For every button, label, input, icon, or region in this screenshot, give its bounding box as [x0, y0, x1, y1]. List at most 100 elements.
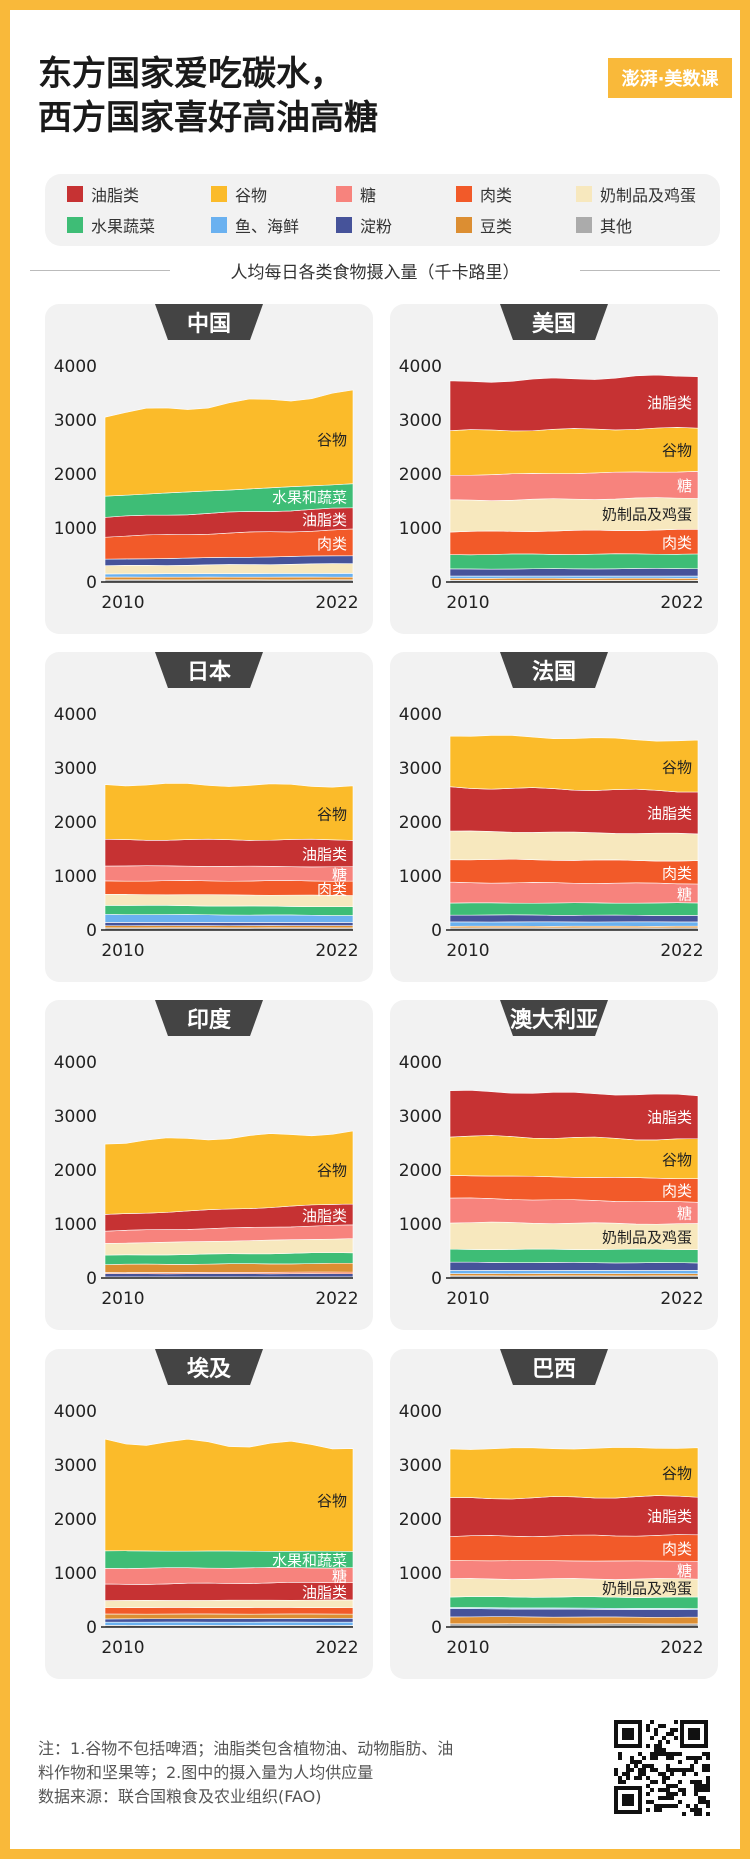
area-鱼、海鲜: [449, 575, 699, 579]
qr-module: [694, 1756, 698, 1760]
qr-module: [638, 1760, 642, 1764]
area-糖: [104, 1567, 354, 1585]
y-tick-label: 4000: [54, 1053, 97, 1073]
legend-item: 淀粉: [336, 213, 456, 237]
qr-module: [630, 1756, 634, 1760]
qr-module: [702, 1764, 706, 1768]
panel-title: 中国: [155, 304, 263, 340]
qr-module: [626, 1764, 630, 1768]
y-tick-label: 1000: [54, 867, 97, 887]
y-tick-label: 3000: [399, 759, 442, 779]
qr-module: [650, 1756, 654, 1760]
qr-module: [650, 1788, 654, 1792]
qr-module: [666, 1788, 670, 1792]
qr-module: [654, 1768, 658, 1772]
qr-module: [694, 1812, 698, 1816]
y-tick-label: 3000: [54, 759, 97, 779]
area-水果蔬菜: [449, 553, 699, 570]
legend-swatch: [211, 217, 227, 233]
area-豆类: [104, 576, 354, 581]
series-label: 谷物: [317, 806, 347, 824]
qr-module: [626, 1772, 630, 1776]
chart-panel: 0 1000 2000 3000 4000 2010 2022 谷物 油脂类糖肉类 日本: [45, 652, 373, 982]
qr-module: [646, 1792, 650, 1796]
area-糖: [449, 1197, 699, 1225]
area-淀粉: [449, 914, 699, 923]
qr-module: [706, 1752, 710, 1756]
qr-module: [614, 1772, 618, 1776]
area-肉类: [449, 529, 699, 556]
series-label: 糖: [677, 885, 692, 903]
area-肉类: [104, 1607, 354, 1615]
qr-module: [706, 1788, 710, 1792]
qr-module: [666, 1804, 670, 1808]
qr-module: [698, 1784, 702, 1788]
qr-module: [646, 1800, 650, 1804]
qr-module: [670, 1804, 674, 1808]
qr-module: [678, 1752, 682, 1756]
area-谷物: [104, 1130, 354, 1215]
qr-module: [670, 1768, 674, 1772]
series-label: 谷物: [662, 758, 692, 776]
area-谷物: [104, 782, 354, 841]
qr-module: [670, 1796, 674, 1800]
x-tick-label: 2010: [446, 941, 489, 961]
qr-module: [638, 1752, 642, 1756]
x-tick-label: 2022: [315, 593, 358, 613]
series-label: 油脂类: [302, 845, 347, 863]
series-label: 糖: [332, 866, 347, 884]
area-糖: [449, 881, 699, 904]
qr-finder-core: [622, 1728, 634, 1740]
qr-module: [706, 1784, 710, 1788]
series-label: 糖: [677, 1562, 692, 1580]
y-tick-label: 0: [431, 921, 442, 941]
area-淀粉: [104, 1273, 354, 1278]
panel-title: 印度: [155, 1000, 263, 1036]
legend-item: 水果蔬菜: [67, 213, 211, 237]
chart-panel: 0 1000 2000 3000 4000 2010 2022 谷物 油脂类 印度: [45, 1000, 373, 1330]
qr-module: [662, 1748, 666, 1752]
series-label: 奶制品及鸡蛋: [602, 506, 692, 524]
y-tick-label: 3000: [399, 411, 442, 431]
qr-module: [674, 1728, 678, 1732]
x-tick-label: 2010: [101, 593, 144, 613]
qr-module: [658, 1796, 662, 1800]
legend-item: 肉类: [456, 182, 576, 206]
qr-module: [662, 1752, 666, 1756]
qr-module: [706, 1804, 710, 1808]
qr-module: [666, 1796, 670, 1800]
area-肉类: [449, 858, 699, 885]
chart-panel: 0 1000 2000 3000 4000 2010 2022 谷物 水果和蔬菜 油脂类 肉类 中国: [45, 304, 373, 634]
qr-module: [658, 1744, 662, 1748]
qr-module: [662, 1724, 666, 1728]
area-水果蔬菜: [449, 902, 699, 916]
series-label: 油脂类: [302, 1207, 347, 1225]
legend-swatch: [67, 217, 83, 233]
qr-module: [658, 1808, 662, 1812]
qr-module: [658, 1804, 662, 1808]
legend: 油脂类 谷物 糖 肉类 奶制品及鸡蛋 水果蔬菜 鱼、海鲜 淀粉 豆类 其他: [45, 174, 720, 246]
qr-module: [646, 1784, 650, 1788]
qr-code: [610, 1716, 712, 1818]
qr-module: [694, 1760, 698, 1764]
legend-item: 奶制品及鸡蛋: [576, 182, 736, 206]
qr-module: [622, 1772, 626, 1776]
x-tick-label: 2010: [446, 1289, 489, 1309]
qr-module: [646, 1764, 650, 1768]
qr-module: [670, 1792, 674, 1796]
note-line-1: 注：1.谷物不包括啤酒；油脂类包含植物油、动物脂肪、油: [38, 1739, 454, 1758]
qr-module: [654, 1780, 658, 1784]
legend-grid: 油脂类 谷物 糖 肉类 奶制品及鸡蛋 水果蔬菜 鱼、海鲜 淀粉 豆类 其他: [67, 182, 720, 237]
x-tick-label: 2010: [446, 1638, 489, 1658]
qr-module: [618, 1756, 622, 1760]
qr-module: [654, 1756, 658, 1760]
qr-module: [674, 1792, 678, 1796]
series-label: 油脂类: [647, 1109, 692, 1127]
legend-item: 糖: [336, 182, 456, 206]
legend-item: 鱼、海鲜: [211, 213, 336, 237]
qr-module: [654, 1744, 658, 1748]
legend-swatch: [456, 217, 472, 233]
qr-finder-core: [688, 1728, 700, 1740]
qr-module: [686, 1804, 690, 1808]
chart-panel: 0 1000 2000 3000 4000 2010 2022 油脂类 谷物 肉类糖奶制品及鸡蛋 澳…: [390, 1000, 718, 1330]
